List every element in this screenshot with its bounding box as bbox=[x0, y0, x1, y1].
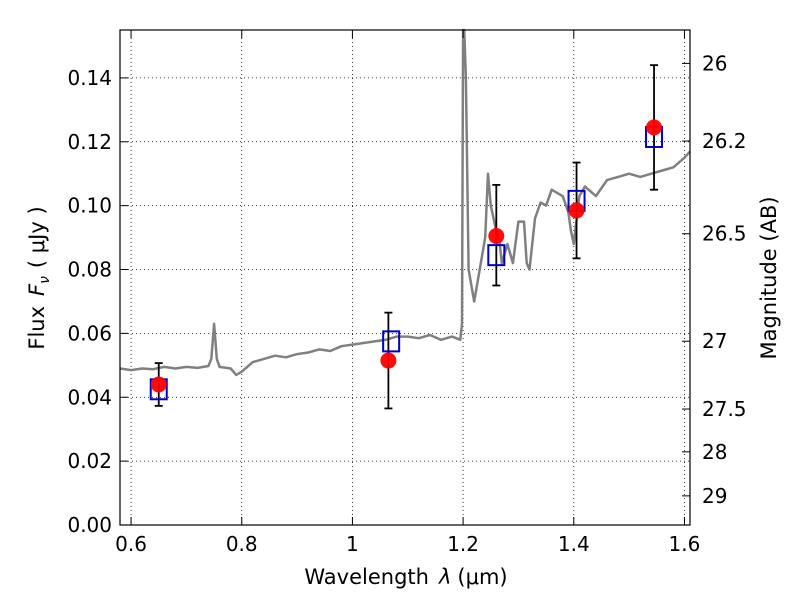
model-flux-square bbox=[382, 330, 401, 353]
y-tick-label: 0.10 bbox=[67, 194, 112, 218]
x-tick-label: 0.6 bbox=[115, 532, 147, 556]
x-tick-label: 0.8 bbox=[226, 532, 258, 556]
plot-frame bbox=[119, 29, 691, 526]
y2-axis-title: Magnitude (AB) bbox=[757, 196, 781, 359]
model-flux-square bbox=[487, 244, 506, 267]
y-tick-label: 0.12 bbox=[67, 130, 112, 154]
x-axis-title-unit: (μm) bbox=[457, 565, 507, 589]
y-axis-title-subscript: ν bbox=[37, 276, 53, 284]
y2-tick-label: 26.5 bbox=[702, 222, 747, 246]
y2-tick-label: 26 bbox=[702, 51, 727, 75]
x-tick-label: 1.6 bbox=[669, 532, 701, 556]
x-axis-title-symbol: λ bbox=[438, 565, 451, 589]
x-tick-label: 1.4 bbox=[558, 532, 590, 556]
y-tick-label: 0.00 bbox=[67, 513, 112, 537]
observed-flux-point bbox=[150, 376, 167, 393]
y-tick-label: 0.02 bbox=[67, 449, 112, 473]
x-tick-label: 1 bbox=[346, 532, 359, 556]
y-tick-label: 0.06 bbox=[67, 321, 112, 345]
y2-tick-label: 29 bbox=[702, 484, 727, 508]
y-axis-title-unit: ( μJy ) bbox=[25, 206, 49, 268]
x-axis-title: Wavelength λ (μm) bbox=[304, 565, 507, 589]
x-axis-title-text: Wavelength bbox=[304, 565, 429, 589]
observed-flux-point bbox=[646, 119, 663, 136]
y2-tick-label: 27 bbox=[702, 329, 727, 353]
y-axis-title: Flux Fν ( μJy ) bbox=[25, 206, 53, 349]
observed-flux-point bbox=[488, 227, 505, 244]
y-axis-title-symbol: F bbox=[25, 283, 49, 296]
x-tick-label: 1.2 bbox=[447, 532, 479, 556]
observed-flux-markers bbox=[150, 119, 663, 393]
y2-tick-label: 26.2 bbox=[702, 129, 747, 153]
axis-ticks: 0.6 0.8 1 1.2 1.4 1.6 0.00 0.02 0.04 0.06 0.08 0.10… bbox=[67, 30, 747, 556]
y2-tick-label: 28 bbox=[702, 440, 727, 464]
observed-flux-point bbox=[568, 202, 585, 219]
y2-tick-label: 27.5 bbox=[702, 397, 747, 421]
y-axis-title-text: Flux bbox=[25, 306, 49, 350]
observed-flux-point bbox=[380, 352, 397, 369]
y-tick-label: 0.04 bbox=[67, 385, 112, 409]
y-tick-label: 0.14 bbox=[67, 66, 112, 90]
y-tick-label: 0.08 bbox=[67, 258, 112, 282]
